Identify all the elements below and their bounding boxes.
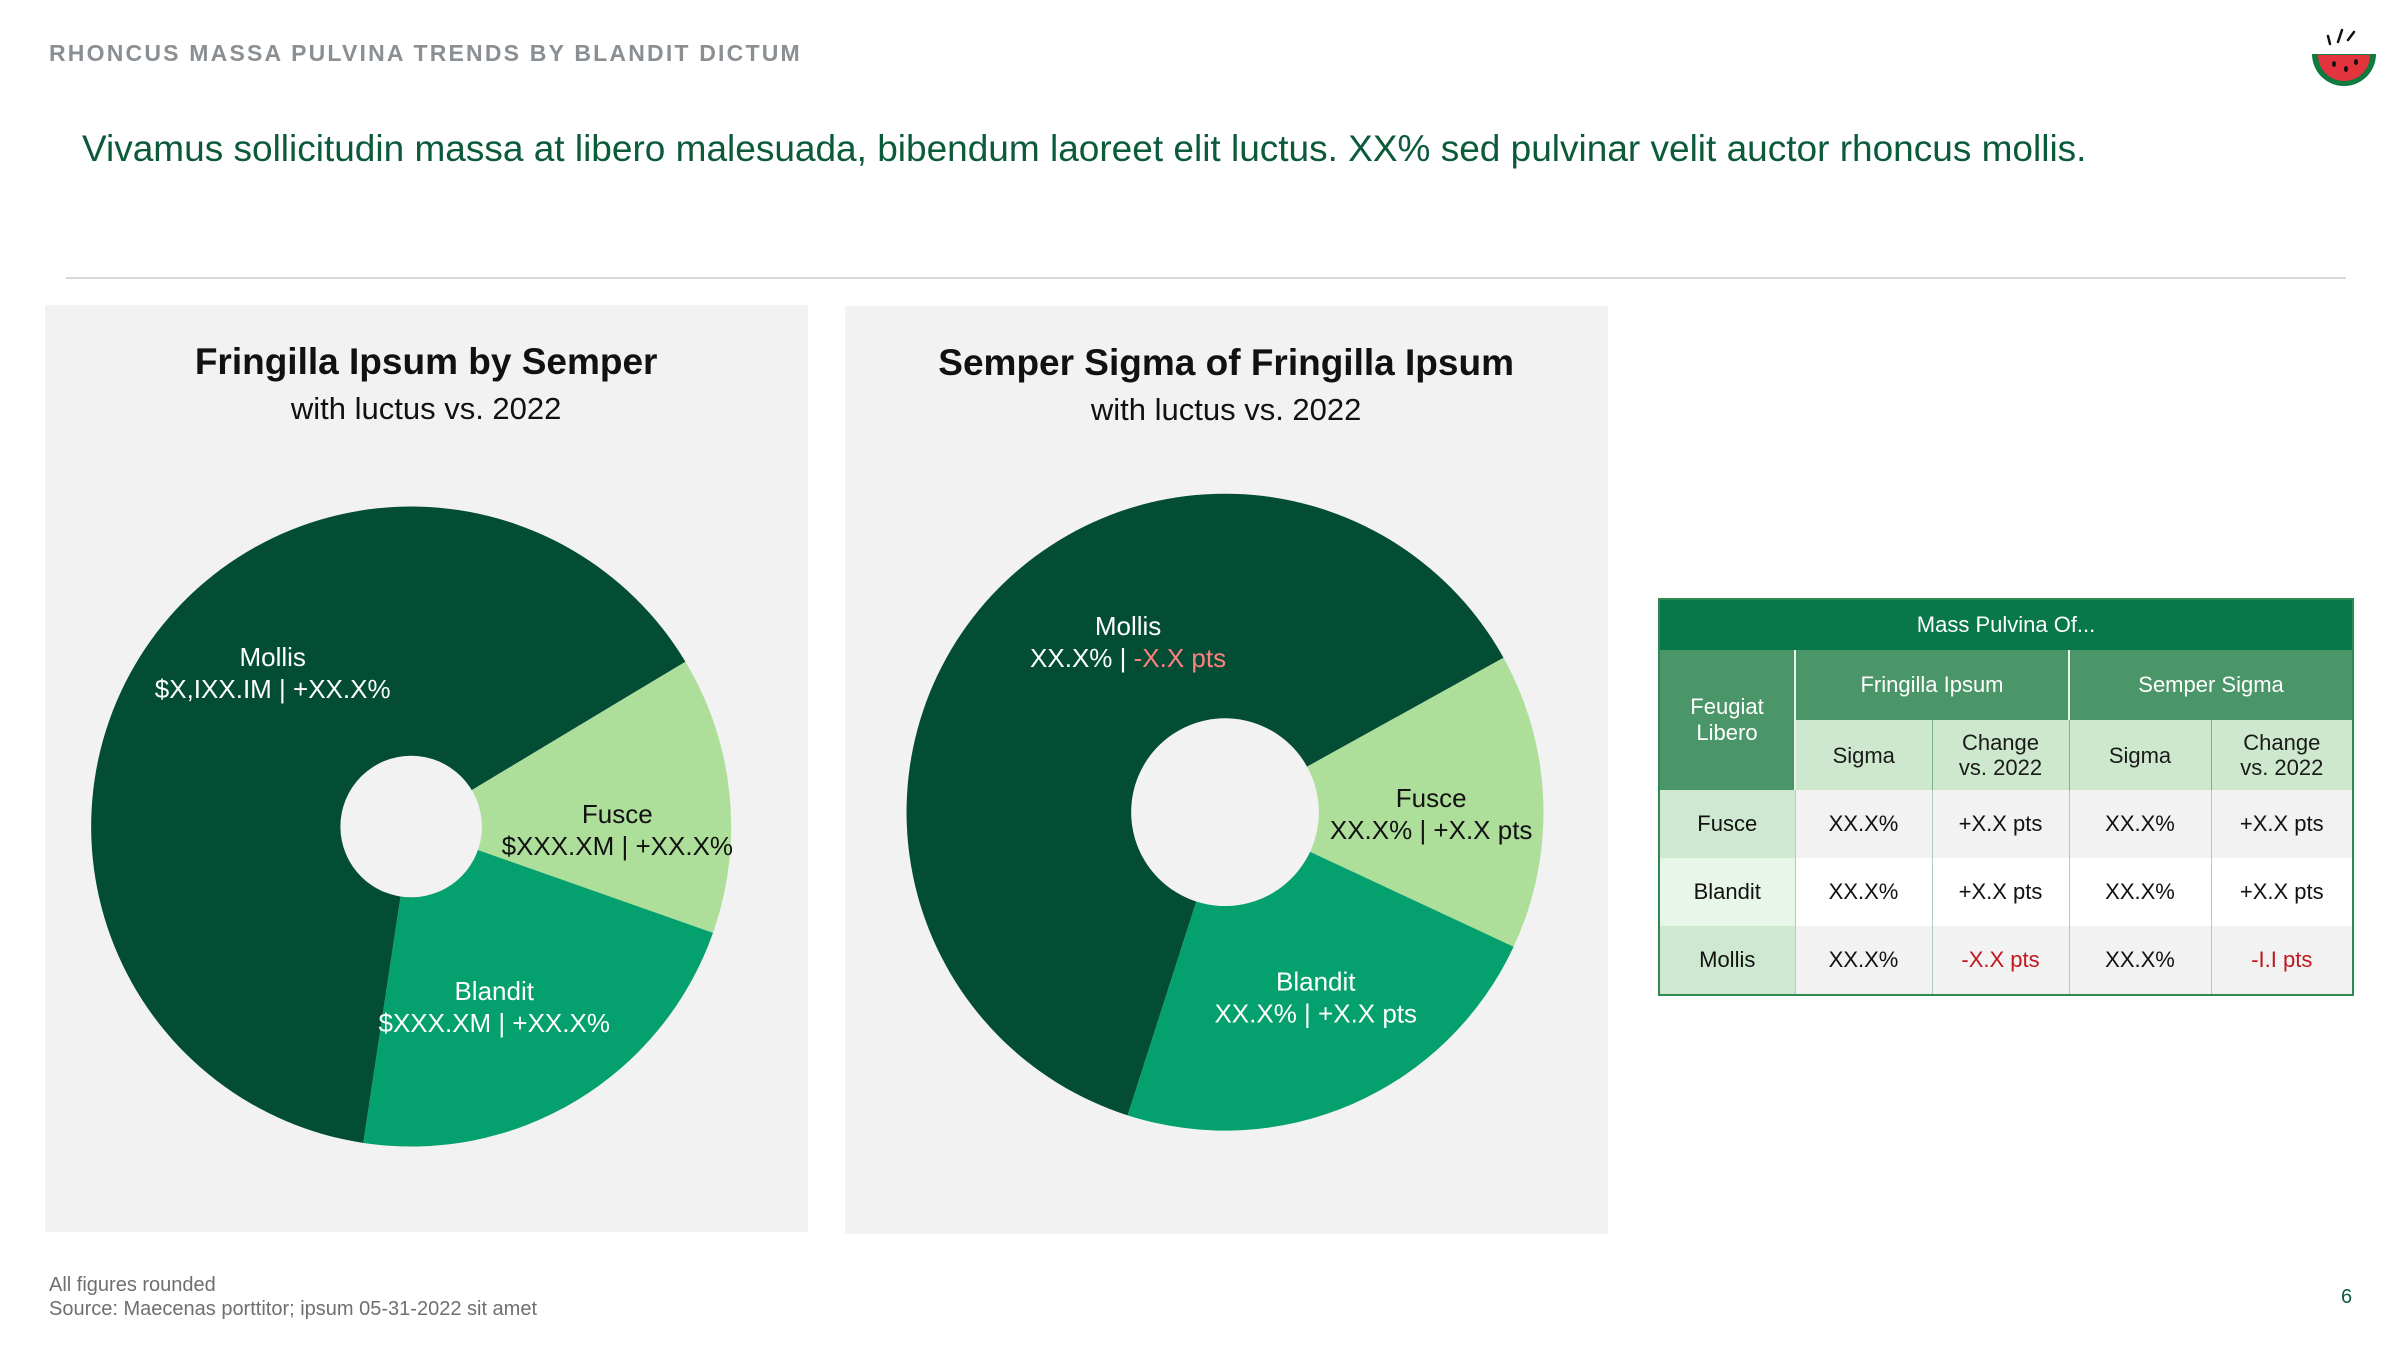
donut-hole <box>1130 718 1319 907</box>
slice-label-value: XX.X% | +X.X pts <box>1329 815 1532 845</box>
table-cell: -X.X pts <box>1932 926 2070 995</box>
watermelon-icon <box>2312 28 2376 86</box>
table-cell: XX.X% <box>2069 790 2212 858</box>
table-cell: +X.X pts <box>1932 858 2070 926</box>
table-row: Mollis XX.X% -X.X pts XX.X% -I.I pts <box>1659 926 2354 995</box>
page-number: 6 <box>2341 1286 2353 1308</box>
chart-subtitle: with luctus vs. 2022 <box>1090 392 1362 428</box>
slice-label-name: Fusce <box>1395 783 1466 813</box>
table-cell: XX.X% <box>2069 858 2212 926</box>
table-sub-header: Change vs. 2022 <box>1932 720 2070 790</box>
chart-panel-semper-sigma: Semper Sigma of Fringilla Ipsum with luc… <box>844 306 1608 1234</box>
table-cell: XX.X% <box>1795 858 1933 926</box>
slice-label-value: $XXX.XM | +XX.X% <box>501 831 732 861</box>
donut-slice-blandit <box>362 826 713 1147</box>
chart-title: Semper Sigma of Fringilla Ipsum <box>938 342 1514 384</box>
table-sub-header: Change vs. 2022 <box>2211 720 2354 790</box>
table-corner-header: Feugiat Libero <box>1659 650 1796 790</box>
chart-title: Fringilla Ipsum by Semper <box>194 340 658 382</box>
footnote-source: Source: Maecenas porttitor; ipsum 05-31-… <box>49 1298 538 1320</box>
chart-panel-fringilla-ipsum: Fringilla Ipsum by Semper with luctus vs… <box>44 304 808 1233</box>
donut-slice-fusce <box>410 661 731 933</box>
headline: Vivamus sollicitudin massa at libero mal… <box>82 128 2087 169</box>
slice-label-name: Blandit <box>1276 966 1356 996</box>
table-group-header: Semper Sigma <box>2069 650 2354 720</box>
table-cell: +X.X pts <box>2211 858 2354 926</box>
slice-label-value: $X,IXX.IM | +XX.X% <box>154 674 390 704</box>
chart-subtitle: with luctus vs. 2022 <box>290 390 562 426</box>
slice-label-name: Mollis <box>239 642 305 672</box>
table-row-label: Mollis <box>1659 926 1796 995</box>
slice-label-name: Mollis <box>1094 611 1160 641</box>
table-cell: +X.X pts <box>1932 790 2070 858</box>
table-cell: XX.X% <box>1795 790 1933 858</box>
slice-label-change: -X.X pts <box>1133 643 1225 673</box>
slice-label-value: $XXX.XM | +XX.X% <box>378 1008 609 1038</box>
kicker-title: RHONCUS MASSA PULVINA TRENDS BY BLANDIT … <box>49 40 802 66</box>
table-cell: XX.X% <box>1795 926 1933 995</box>
table-sub-header: Sigma <box>2069 720 2212 790</box>
summary-table: Mass Pulvina Of... Feugiat Libero Fringi… <box>1658 598 2355 996</box>
table-title: Mass Pulvina Of... <box>1659 599 2354 650</box>
donut-hole <box>339 755 482 897</box>
table-cell: XX.X% <box>2069 926 2212 995</box>
footnote-rounding: All figures rounded <box>49 1274 216 1296</box>
table-row: Blandit XX.X% +X.X pts XX.X% +X.X pts <box>1659 858 2354 926</box>
donut-chart-fringilla-ipsum: Mollis$X,IXX.IM | +XX.X%Fusce$XXX.XM | +… <box>90 506 733 1147</box>
table-row-label: Fusce <box>1659 790 1796 858</box>
table-cell: -I.I pts <box>2211 926 2354 995</box>
slice-label-value: XX.X% | +X.X pts <box>1214 998 1417 1028</box>
slice-label-value: XX.X% | -X.X pts <box>1030 643 1226 673</box>
donut-slice-fusce <box>1224 657 1544 947</box>
slice-label-name: Fusce <box>582 799 653 829</box>
table-row-label: Blandit <box>1659 858 1796 926</box>
divider <box>66 277 2346 279</box>
slice-label-name: Blandit <box>454 976 534 1006</box>
table-cell: +X.X pts <box>2211 790 2354 858</box>
table-row: Fusce XX.X% +X.X pts XX.X% +X.X pts <box>1659 790 2354 858</box>
table-sub-header: Sigma <box>1795 720 1933 790</box>
table-group-header: Fringilla Ipsum <box>1795 650 2070 720</box>
